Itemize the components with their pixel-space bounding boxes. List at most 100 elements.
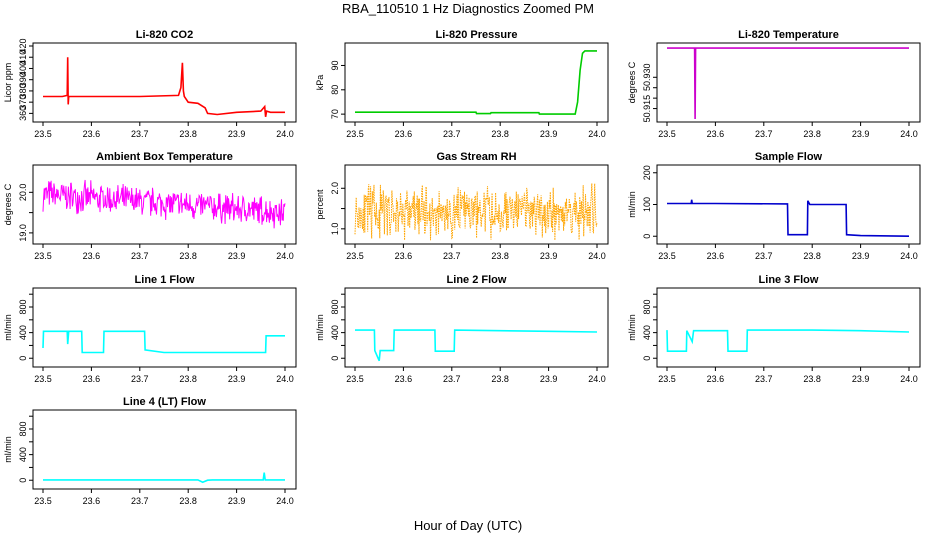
x-tick-label: 23.7 xyxy=(443,251,461,261)
y-tick-label: 0 xyxy=(18,478,28,483)
y-tick-label: 50.930 xyxy=(642,64,652,92)
chart-panel-1: Li-820 CO2 Licor ppm 23.5 23.6 23.7 23.8 23.9 2… xyxy=(3,29,297,139)
y-tick-label: 0 xyxy=(642,234,652,239)
chart-panel-4: Ambient Box Temperature degrees C 23.5 23.6… xyxy=(3,151,297,261)
chart-panel-7: Line 1 Flow ml/min 23.5 23.6 23.7 23.8 23.9 24.… xyxy=(3,274,297,384)
x-tick-label: 23.7 xyxy=(755,129,773,139)
x-tick-label: 23.7 xyxy=(443,129,461,139)
x-tick-label: 23.9 xyxy=(852,129,870,139)
x-tick-label: 23.8 xyxy=(491,251,509,261)
y-axis-label: ml/min xyxy=(627,191,637,218)
panel-title: Ambient Box Temperature xyxy=(96,151,233,163)
x-tick-label: 23.7 xyxy=(131,129,149,139)
y-axis-label: ml/min xyxy=(3,314,13,341)
x-tick-label: 23.8 xyxy=(803,374,821,384)
x-tick-label: 23.5 xyxy=(658,374,676,384)
chart-panel-5: Gas Stream RH percent 23.5 23.6 23.7 23.8 23.9… xyxy=(315,151,609,261)
x-tick-label: 24.0 xyxy=(276,251,294,261)
y-tick-label: 400 xyxy=(330,325,340,340)
y-axis-label: ml/min xyxy=(3,436,13,463)
panel-title: Line 3 Flow xyxy=(759,274,819,286)
x-tick-label: 23.8 xyxy=(179,496,197,506)
y-tick-label: 800 xyxy=(642,299,652,314)
x-tick-label: 23.8 xyxy=(179,129,197,139)
y-tick-label: 2.0 xyxy=(330,182,340,195)
x-tick-label: 23.5 xyxy=(34,251,52,261)
y-tick-label: 200 xyxy=(642,165,652,180)
x-axis-label: Hour of Day (UTC) xyxy=(413,518,523,533)
plot-frame xyxy=(32,42,297,123)
plot-frame xyxy=(344,287,609,368)
x-tick-label: 23.9 xyxy=(540,251,558,261)
y-tick-label: 0 xyxy=(642,356,652,361)
panel-title: Li-820 CO2 xyxy=(136,29,193,41)
y-tick-label: 20.0 xyxy=(18,184,28,202)
x-tick-label: 23.9 xyxy=(228,374,246,384)
x-tick-label: 23.9 xyxy=(852,251,870,261)
y-tick-label: 360 xyxy=(18,106,28,121)
panel-title: Line 1 Flow xyxy=(135,274,195,286)
x-tick-label: 23.5 xyxy=(34,129,52,139)
x-tick-label: 23.9 xyxy=(228,496,246,506)
y-axis-label: kPa xyxy=(315,75,325,91)
y-axis-label: ml/min xyxy=(315,314,325,341)
y-tick-label: 370 xyxy=(18,95,28,110)
chart-panel-6: Sample Flow ml/min 23.5 23.6 23.7 23.8 23.9 24.… xyxy=(627,151,921,261)
x-tick-label: 24.0 xyxy=(588,251,606,261)
x-tick-label: 23.9 xyxy=(228,251,246,261)
plot-frame xyxy=(656,42,921,123)
x-tick-label: 24.0 xyxy=(900,251,918,261)
x-tick-label: 23.6 xyxy=(707,374,725,384)
y-tick-label: 400 xyxy=(18,325,28,340)
series-line xyxy=(666,329,910,353)
x-tick-label: 24.0 xyxy=(276,496,294,506)
chart-panel-8: Line 2 Flow ml/min 23.5 23.6 23.7 23.8 23.9 24.… xyxy=(315,274,609,384)
y-tick-label: 400 xyxy=(18,447,28,462)
x-tick-label: 23.5 xyxy=(658,251,676,261)
y-axis-label: Licor ppm xyxy=(3,63,13,103)
series-line xyxy=(43,472,285,484)
x-tick-label: 23.6 xyxy=(83,129,101,139)
y-tick-label: 1.0 xyxy=(330,223,340,236)
y-tick-label: 800 xyxy=(330,299,340,314)
plot-frame xyxy=(32,287,297,368)
x-tick-label: 23.6 xyxy=(395,251,413,261)
x-tick-label: 23.7 xyxy=(443,374,461,384)
panel-title: Line 4 (LT) Flow xyxy=(123,396,206,408)
x-tick-label: 23.6 xyxy=(707,251,725,261)
panel-title: Li-820 Temperature xyxy=(738,29,839,41)
y-tick-label: 800 xyxy=(18,421,28,436)
y-tick-label: 380 xyxy=(18,83,28,98)
plot-frame xyxy=(32,409,297,490)
series-line xyxy=(42,179,286,229)
series-line xyxy=(42,330,285,354)
x-tick-label: 23.9 xyxy=(540,374,558,384)
x-tick-label: 23.7 xyxy=(755,251,773,261)
y-axis-label: percent xyxy=(315,189,325,220)
panel-title: Sample Flow xyxy=(755,151,823,163)
x-tick-label: 24.0 xyxy=(588,129,606,139)
series-line xyxy=(354,183,598,241)
x-tick-label: 23.8 xyxy=(803,129,821,139)
y-tick-label: 80 xyxy=(330,85,340,95)
x-tick-label: 24.0 xyxy=(900,374,918,384)
x-tick-label: 23.8 xyxy=(179,374,197,384)
series-line xyxy=(667,199,910,237)
y-tick-label: 800 xyxy=(18,299,28,314)
x-tick-label: 23.5 xyxy=(346,251,364,261)
x-tick-label: 24.0 xyxy=(900,129,918,139)
x-tick-label: 23.5 xyxy=(34,374,52,384)
series-line xyxy=(355,50,597,115)
y-tick-label: 19.0 xyxy=(18,224,28,242)
x-tick-label: 23.8 xyxy=(179,251,197,261)
y-tick-label: 0 xyxy=(330,356,340,361)
x-tick-label: 23.9 xyxy=(228,129,246,139)
x-tick-label: 23.6 xyxy=(83,496,101,506)
x-tick-label: 23.8 xyxy=(491,374,509,384)
y-axis-label: degrees C xyxy=(3,183,13,225)
series-line xyxy=(667,47,909,120)
x-tick-label: 23.6 xyxy=(707,129,725,139)
plot-frame xyxy=(344,42,609,123)
y-tick-label: 400 xyxy=(642,325,652,340)
